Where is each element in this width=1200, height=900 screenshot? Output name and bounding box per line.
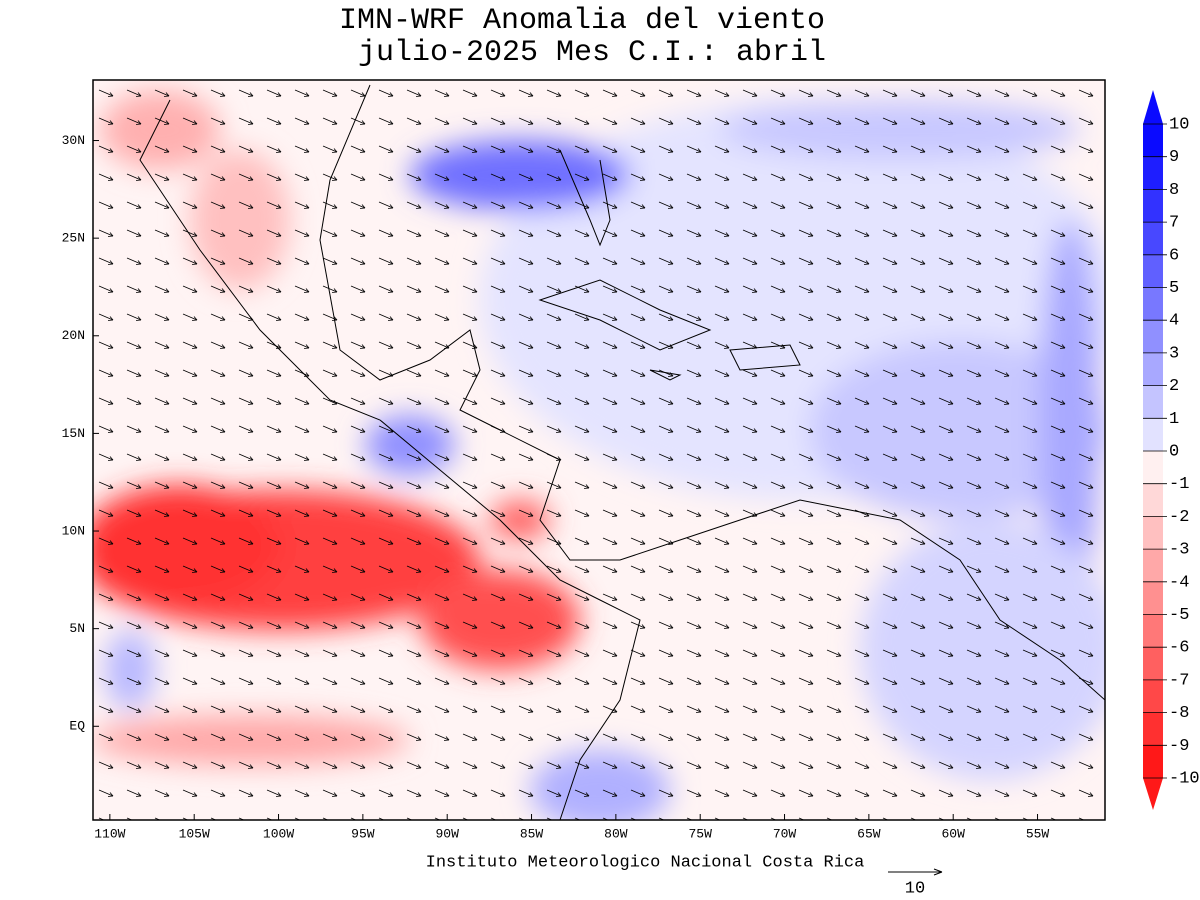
x-tick-label: 100W: [263, 826, 294, 841]
x-tick-label: 65W: [857, 826, 881, 841]
colorbar-box: [1143, 647, 1163, 680]
colorbar-label: 6: [1169, 246, 1179, 265]
x-tick-label: 105W: [179, 826, 210, 841]
colorbar-box: [1143, 189, 1163, 223]
colorbar-label: 3: [1169, 344, 1179, 363]
x-tick-label: 95W: [351, 826, 375, 841]
colorbar-label: 5: [1169, 279, 1179, 298]
colorbar-box: [1143, 451, 1163, 484]
x-tick-label: 75W: [688, 826, 712, 841]
y-tick-label: 30N: [62, 133, 85, 148]
x-tick-label: 110W: [94, 826, 125, 841]
colorbar-label: -7: [1169, 671, 1189, 690]
colorbar-label: 0: [1169, 442, 1179, 461]
colorbar-box: [1143, 287, 1163, 321]
reference-label: 10: [905, 879, 925, 898]
colorbar-box: [1143, 745, 1163, 778]
colorbar-box: [1143, 516, 1163, 550]
y-tick-label: 20N: [62, 328, 85, 343]
colorbar-box: [1143, 483, 1163, 517]
y-tick-label: 15N: [62, 426, 85, 441]
colorbar-box: [1143, 222, 1163, 255]
x-tick-label: 85W: [520, 826, 544, 841]
y-tick-label: 25N: [62, 231, 85, 246]
colorbar-label: -9: [1169, 737, 1189, 756]
colorbar-label: -5: [1169, 606, 1189, 625]
x-tick-label: 80W: [604, 826, 628, 841]
colorbar-box: [1143, 418, 1163, 451]
colorbar-label: -10: [1169, 769, 1200, 788]
y-tick-label: 5N: [69, 621, 85, 636]
colorbar-label: 7: [1169, 214, 1179, 233]
colorbar-label: -3: [1169, 541, 1189, 560]
colorbar-label: 1: [1169, 410, 1179, 429]
colorbar-label: 4: [1169, 312, 1179, 331]
colorbar-label: 2: [1169, 377, 1179, 396]
x-tick-label: 90W: [435, 826, 459, 841]
x-tick-label: 55W: [1026, 826, 1050, 841]
colorbar-box: [1143, 385, 1163, 419]
colorbar-box: [1143, 156, 1163, 190]
map-frame: [92, 79, 1106, 821]
colorbar-label: 8: [1169, 181, 1179, 200]
x-tick-label: 70W: [773, 826, 797, 841]
footer: Instituto Meteorologico Nacional Costa R…: [426, 853, 865, 872]
colorbar-box: [1143, 679, 1163, 713]
colorbar-box: [1143, 320, 1163, 353]
title-line: IMN-WRF Anomalia del viento: [339, 4, 825, 38]
colorbar-label: 9: [1169, 148, 1179, 167]
colorbar-box: [1143, 254, 1163, 288]
y-tick-label: 10N: [62, 523, 85, 538]
x-tick-label: 60W: [941, 826, 965, 841]
colorbar-label: -4: [1169, 573, 1189, 592]
colorbar-extend-top: [1143, 90, 1163, 124]
colorbar-box: [1143, 352, 1163, 386]
colorbar-box: [1143, 614, 1163, 648]
colorbar-label: -8: [1169, 704, 1189, 723]
colorbar-box: [1143, 581, 1163, 615]
title-line: julio-2025 Mes C.I.: abril: [358, 36, 826, 70]
colorbar-box: [1143, 712, 1163, 746]
colorbar-label: -2: [1169, 508, 1189, 527]
colorbar-label: -1: [1169, 475, 1189, 494]
colorbar-extend-bottom: [1143, 778, 1163, 810]
colorbar-box: [1143, 124, 1163, 157]
colorbar-box: [1143, 549, 1163, 582]
y-tick-label: EQ: [69, 719, 85, 734]
colorbar-label: -6: [1169, 639, 1189, 658]
colorbar-label: 10: [1169, 115, 1189, 134]
reference-arrow-head: [933, 868, 943, 876]
anomaly-field: [93, 80, 1105, 820]
